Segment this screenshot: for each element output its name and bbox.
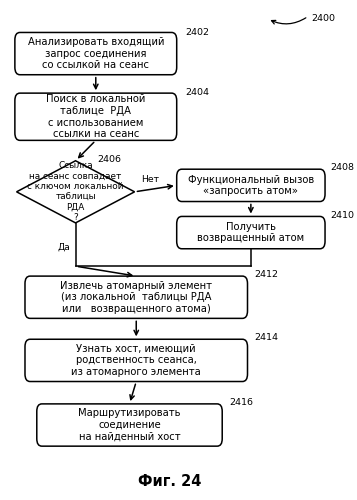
FancyBboxPatch shape bbox=[15, 32, 177, 74]
Text: Извлечь атомарный элемент
(из локальной  таблицы РДА
или   возвращенного атома): Извлечь атомарный элемент (из локальной … bbox=[60, 280, 212, 314]
Text: 2412: 2412 bbox=[254, 270, 278, 279]
FancyBboxPatch shape bbox=[177, 169, 325, 202]
Text: Узнать хост, имеющий
родственность сеанса,
из атомарного элемента: Узнать хост, имеющий родственность сеанс… bbox=[71, 344, 201, 377]
Text: 2410: 2410 bbox=[330, 211, 354, 220]
Text: Анализировать входящий
запрос соединения
со ссылкой на сеанс: Анализировать входящий запрос соединения… bbox=[27, 37, 164, 70]
FancyBboxPatch shape bbox=[177, 216, 325, 249]
Text: Нет: Нет bbox=[141, 176, 159, 184]
Text: Маршрутизировать
соединение
на найденный хост: Маршрутизировать соединение на найденный… bbox=[78, 408, 181, 442]
Text: 2416: 2416 bbox=[229, 398, 253, 406]
FancyBboxPatch shape bbox=[15, 93, 177, 140]
Text: 2404: 2404 bbox=[185, 88, 209, 98]
Polygon shape bbox=[16, 160, 135, 223]
Text: Фиг. 24: Фиг. 24 bbox=[138, 474, 202, 488]
Text: 2414: 2414 bbox=[254, 333, 278, 342]
Text: 2406: 2406 bbox=[97, 156, 121, 164]
FancyBboxPatch shape bbox=[25, 276, 247, 318]
Text: Получить
возвращенный атом: Получить возвращенный атом bbox=[197, 222, 305, 244]
Text: Ссылка
на сеанс совпадает
с ключом локальной
таблицы
РДА
?: Ссылка на сеанс совпадает с ключом локал… bbox=[27, 162, 124, 222]
Text: Поиск в локальной
таблице  РДА
с использованием
ссылки на сеанс: Поиск в локальной таблице РДА с использо… bbox=[46, 94, 145, 139]
FancyBboxPatch shape bbox=[25, 340, 247, 382]
FancyBboxPatch shape bbox=[37, 404, 222, 446]
Text: Функциональный вызов
«запросить атом»: Функциональный вызов «запросить атом» bbox=[188, 174, 314, 196]
Text: 2408: 2408 bbox=[330, 163, 354, 172]
Text: 2400: 2400 bbox=[312, 14, 336, 23]
Text: 2402: 2402 bbox=[185, 28, 209, 37]
Text: Да: Да bbox=[57, 243, 70, 252]
